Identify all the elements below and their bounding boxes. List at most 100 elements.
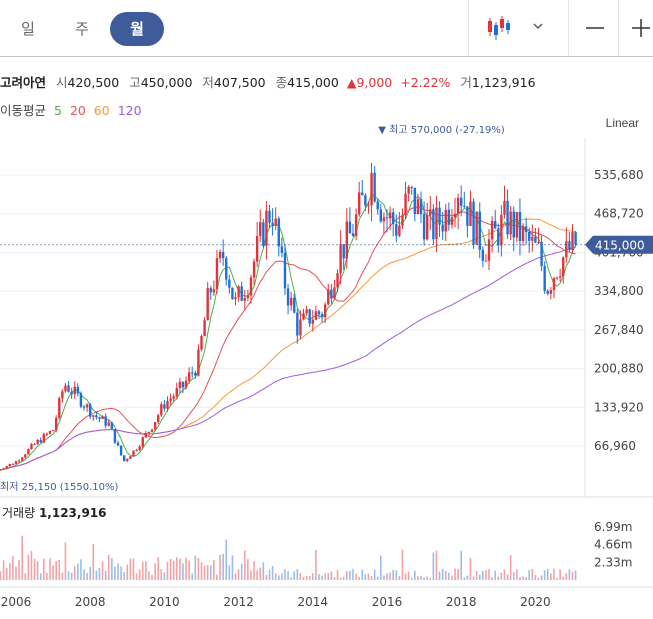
candle-body: [534, 236, 537, 243]
tab-week[interactable]: 주: [75, 20, 89, 38]
ma-60-label[interactable]: 60: [93, 103, 110, 118]
candle-body: [166, 400, 169, 409]
candle-body: [8, 463, 12, 467]
candle-body: [503, 200, 506, 215]
scale-mode-toggle[interactable]: Linear: [605, 116, 639, 130]
candle-body: [17, 460, 21, 462]
candle-body: [484, 260, 488, 262]
volume-tick-label: 2.33m: [594, 555, 632, 569]
candle-body: [119, 445, 123, 456]
candle-body: [30, 444, 33, 450]
candle-body: [243, 298, 246, 301]
candle-body: [466, 206, 469, 226]
candle-body: [265, 210, 268, 246]
tab-month[interactable]: 월: [110, 12, 164, 46]
candle-body: [228, 279, 231, 288]
current-price-label: 415,000: [595, 238, 645, 252]
candle-body: [323, 304, 327, 318]
volume-title: 거래량 1,123,916: [2, 506, 107, 520]
candle-body: [206, 288, 209, 321]
candle-body: [308, 309, 311, 324]
candle-body: [82, 406, 86, 408]
candle-body: [546, 291, 549, 294]
ma-20-label[interactable]: 20: [69, 103, 86, 118]
candle-body: [98, 417, 101, 419]
x-tick-label: 2008: [75, 595, 106, 609]
candle-body: [76, 386, 80, 394]
candle-body: [95, 415, 98, 418]
stock-info-bar: 고려아연 시420,500 고450,000 저407,500 종415,000…: [0, 72, 536, 92]
candle-body: [410, 186, 413, 188]
candle-body: [574, 232, 577, 245]
candle-body: [456, 197, 460, 214]
candle-body: [39, 439, 42, 443]
open-label: 시: [56, 75, 68, 90]
candle-body: [441, 224, 444, 232]
tab-day[interactable]: 일: [21, 20, 35, 38]
candle-body: [79, 393, 83, 407]
candle-body: [370, 172, 373, 206]
candle-body: [110, 422, 114, 430]
zoom-out-button[interactable]: [584, 14, 608, 42]
candle-body: [252, 261, 256, 278]
candle-body: [209, 288, 212, 293]
candle-body: [540, 242, 543, 267]
candle-body: [234, 297, 237, 300]
candle-body: [194, 372, 197, 376]
candle-body: [342, 244, 345, 259]
change-arrow: ▲: [346, 75, 357, 90]
candle-body: [490, 220, 494, 240]
candle-body: [0, 469, 2, 471]
candle-body: [565, 241, 568, 258]
stock-name: 고려아연: [0, 75, 47, 90]
candle-body: [283, 252, 287, 289]
candle-body: [33, 443, 36, 445]
candle-body: [101, 416, 104, 419]
candle-body: [203, 320, 206, 337]
candle-body: [357, 192, 361, 215]
candle-body: [537, 242, 540, 244]
candlestick-icon: [488, 16, 510, 40]
candle-body: [67, 385, 70, 392]
y-tick-label: 133,920: [594, 400, 644, 414]
candle-body: [249, 277, 253, 296]
candle-body: [274, 218, 277, 226]
candle-body: [246, 295, 250, 299]
candle-body: [123, 455, 126, 461]
high-annotation: ▼ 최고 570,000 (-27.19%): [378, 124, 505, 136]
x-tick-label: 2012: [223, 595, 254, 609]
candle-body: [345, 221, 349, 259]
chevron-down-icon: [533, 23, 543, 29]
ma-5-label[interactable]: 5: [54, 103, 62, 118]
candle-body: [132, 450, 135, 457]
candle-body: [373, 172, 376, 202]
candle-body: [280, 246, 284, 253]
y-tick-label: 200,880: [594, 362, 644, 376]
candle-body: [24, 454, 27, 458]
candle-body: [58, 398, 61, 418]
candle-body: [336, 273, 339, 288]
candle-body: [472, 201, 475, 245]
candle-body: [2, 468, 5, 470]
candle-body: [27, 449, 30, 455]
candle-body: [268, 210, 271, 223]
candle-body: [562, 257, 565, 277]
chart-type-dropdown[interactable]: [530, 14, 550, 42]
zoom-in-button[interactable]: [630, 14, 653, 42]
chart-type-button[interactable]: [486, 14, 514, 42]
candle-body: [144, 433, 148, 438]
candle-body: [54, 417, 58, 431]
candle-body: [61, 391, 64, 399]
candle-body: [135, 449, 138, 451]
candle-body: [212, 289, 216, 293]
candle-body: [181, 381, 185, 388]
candle-body: [48, 430, 52, 434]
candle-body: [240, 286, 243, 301]
candle-body: [320, 314, 324, 318]
ma-120-label[interactable]: 120: [117, 103, 142, 118]
candle-body: [42, 434, 46, 443]
candle-body: [311, 319, 314, 324]
candle-body: [463, 205, 466, 207]
candle-body: [512, 211, 515, 238]
